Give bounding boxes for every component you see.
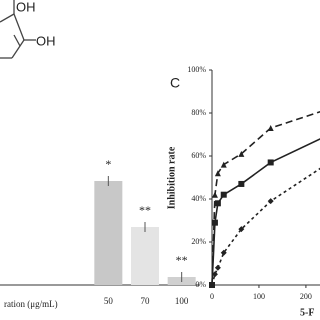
bar	[131, 227, 159, 285]
marker	[220, 249, 227, 256]
x-tick-label: 70	[141, 296, 151, 306]
marker	[211, 191, 218, 198]
marker	[267, 159, 274, 166]
x-axis-label: ration (μg/mL)	[4, 299, 58, 309]
series-line	[211, 167, 320, 286]
significance-label: *	[105, 157, 111, 171]
y-tick-label: 80%	[191, 108, 206, 117]
marker	[220, 161, 227, 168]
significance-label: **	[139, 203, 151, 217]
marker	[238, 150, 245, 157]
plot-area	[209, 110, 320, 288]
marker	[267, 198, 274, 205]
significance-label: **	[176, 253, 188, 267]
x-tick-label: 0	[210, 292, 214, 301]
molecule	[0, 0, 36, 59]
marker	[211, 271, 218, 278]
marker	[238, 180, 245, 187]
marker	[220, 191, 227, 198]
marker	[214, 170, 221, 177]
marker	[211, 219, 218, 226]
marker	[267, 125, 274, 132]
y-tick-label: 40%	[191, 194, 206, 203]
marker	[238, 226, 245, 233]
panel-label: C	[170, 75, 180, 91]
x-tick-label: 200	[300, 292, 312, 301]
x-tick-label: 100	[253, 292, 265, 301]
y-tick-label: 100%	[187, 65, 206, 74]
bar	[94, 181, 123, 285]
y-tick-label: 0%	[195, 280, 206, 289]
y-axis-label: Inhibition rate	[166, 146, 177, 209]
x-tick-label: 100	[175, 296, 189, 306]
x-tick-label: 50	[104, 296, 114, 306]
marker	[214, 264, 221, 271]
series-line	[211, 110, 320, 286]
series-line	[211, 138, 320, 286]
oh-label: OH	[16, 0, 36, 14]
marker	[209, 282, 215, 288]
x-axis-label: 5-F	[300, 307, 314, 318]
oh-label: OH	[36, 33, 56, 48]
y-tick-label: 60%	[191, 151, 206, 160]
marker	[214, 200, 221, 207]
y-tick-label: 20%	[191, 237, 206, 246]
